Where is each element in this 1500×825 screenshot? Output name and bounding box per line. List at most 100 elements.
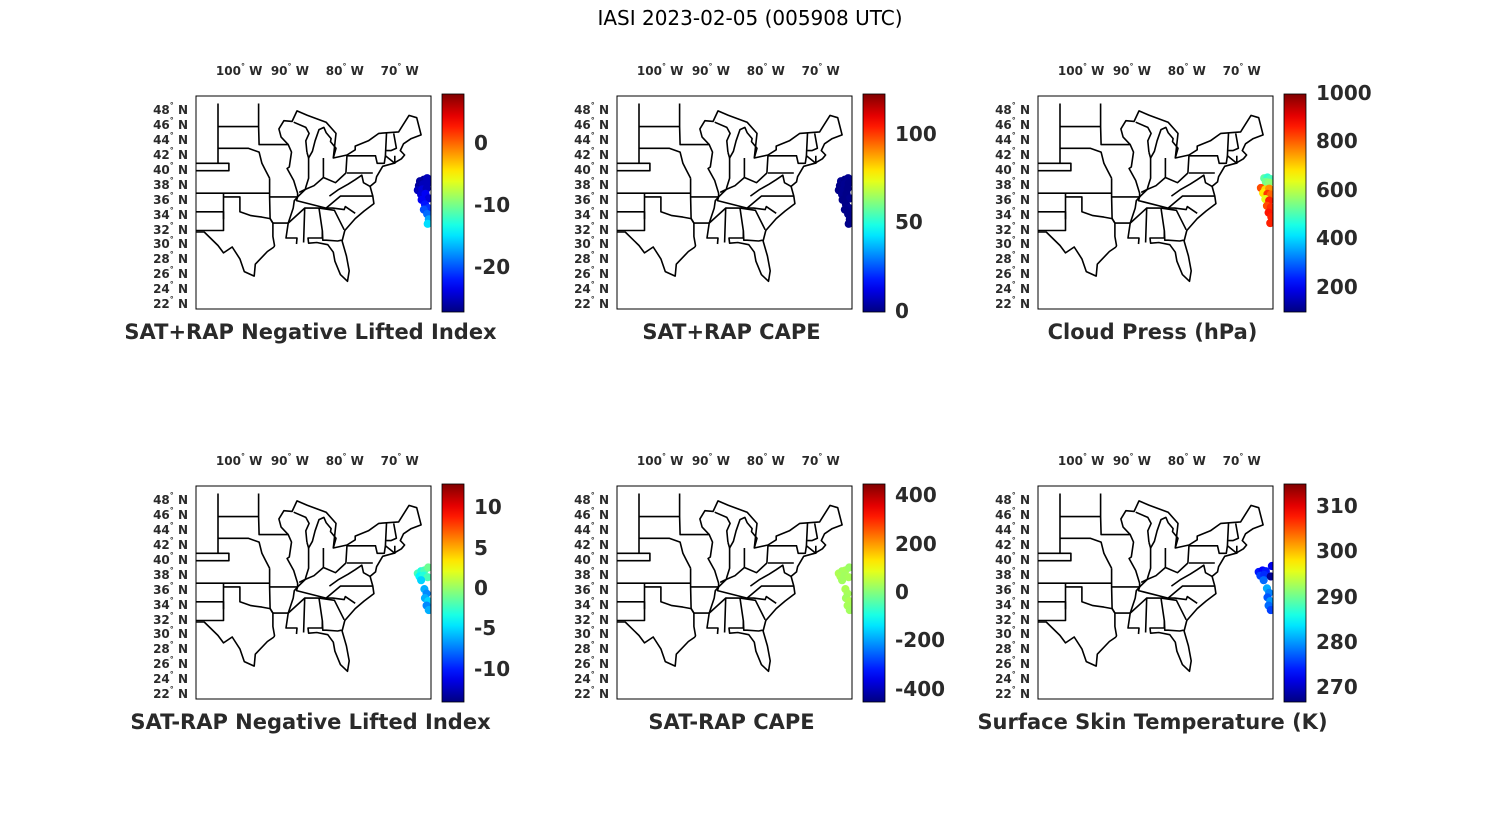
latitude-label: 48° N [574,100,609,117]
data-point [1266,572,1273,581]
state-boundary [1189,133,1230,165]
state-boundary [196,621,275,667]
latitude-label: 42° N [153,145,188,162]
state-boundary [1226,545,1238,555]
data-point [844,573,852,582]
latitude-label: 36° N [574,190,609,207]
state-boundary [617,583,646,622]
state-boundary [1189,523,1230,555]
colorbar [862,93,886,313]
latitude-label: 24° N [995,280,1030,297]
state-boundary [1140,548,1152,584]
latitude-label: 40° N [574,160,609,177]
colorbar [441,93,465,313]
latitude-label: 24° N [574,670,609,687]
latitude-label: 30° N [153,625,188,642]
state-boundary [768,523,809,555]
latitude-label: 38° N [995,175,1030,192]
latitude-label: 28° N [153,640,188,657]
data-point [845,563,852,572]
latitude-label: 46° N [153,115,188,132]
latitude-label: 32° N [995,220,1030,237]
latitude-label: 44° N [153,130,188,147]
latitude-label: 32° N [574,220,609,237]
state-boundary [196,601,225,610]
state-boundary [223,586,274,614]
longitude-label: 100° W [1057,452,1105,468]
figure-title: IASI 2023-02-05 (005908 UTC) [597,6,903,30]
state-boundary [328,174,371,197]
state-boundary [805,545,817,555]
state-boundary [639,537,692,569]
state-boundary [326,595,356,604]
colorbar-tick-label: 0 [474,575,488,600]
latitude-label: 42° N [153,535,188,552]
state-boundary [298,158,310,194]
latitude-label: 46° N [153,505,188,522]
state-boundary [690,195,794,209]
state-boundary [1139,176,1166,198]
latitude-label: 48° N [153,100,188,117]
latitude-label: 40° N [574,550,609,567]
latitude-label: 26° N [995,265,1030,282]
state-boundary [1111,585,1215,599]
state-boundary [1038,231,1117,277]
state-boundary [321,230,342,242]
state-boundary [218,147,271,179]
latitude-label: 40° N [995,160,1030,177]
state-boundary [1110,568,1118,638]
state-boundary [1168,205,1198,214]
panel-title: SAT+RAP Negative Lifted Index [124,320,497,344]
latitude-label: 42° N [574,535,609,552]
state-boundary [690,585,794,599]
state-boundary [318,207,345,231]
longitude-label: 90° W [270,62,309,78]
latitude-label: 22° N [574,295,609,312]
state-boundary [196,583,225,622]
longitude-label: 100° W [636,452,684,468]
state-boundary [1168,595,1198,604]
colorbar-tick-label: -200 [895,628,946,653]
colorbar-tick-label: 200 [895,531,937,556]
colorbar [1283,93,1307,313]
state-boundary [727,126,758,159]
state-boundary [1170,174,1213,197]
colorbar-tick-label: 0 [895,299,909,323]
latitude-label: 46° N [995,505,1030,522]
panel-title: Cloud Press (hPa) [1047,320,1258,344]
state-boundary [196,211,225,220]
latitude-label: 28° N [574,250,609,267]
latitude-label: 46° N [574,505,609,522]
longitude-label: 80° W [325,452,364,468]
state-boundary [1228,523,1240,542]
state-boundary [218,537,271,569]
latitude-label: 32° N [153,220,188,237]
state-boundary [272,597,306,633]
longitude-label: 100° W [215,452,263,468]
state-boundary [257,493,299,635]
latitude-label: 32° N [153,610,188,627]
latitude-label: 42° N [995,145,1030,162]
state-boundary [269,585,373,599]
state-boundary [617,211,646,220]
state-boundary [617,601,646,610]
map-svg [1037,483,1307,703]
longitude-label: 90° W [691,452,730,468]
state-boundary [747,205,777,214]
state-boundary [718,176,745,198]
map-frame [616,95,853,310]
state-boundary [719,158,731,194]
state-boundary [693,597,727,633]
colorbar-tick-label: -10 [474,656,511,681]
latitude-label: 22° N [995,685,1030,702]
data-point [1266,605,1273,615]
longitude-label: 90° W [270,452,309,468]
state-boundary [1110,178,1118,248]
state-boundary [617,231,696,277]
latitude-label: 44° N [574,130,609,147]
data-point [1266,218,1273,228]
latitude-label: 40° N [995,550,1030,567]
state-boundary [1114,597,1148,633]
latitude-label: 40° N [153,160,188,177]
latitude-label: 34° N [995,595,1030,612]
